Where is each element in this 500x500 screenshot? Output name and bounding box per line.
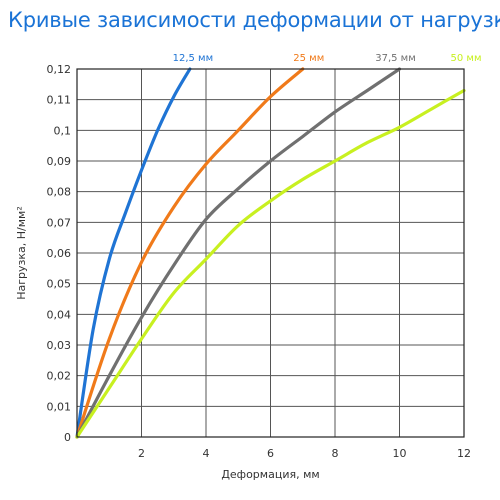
plot-frame xyxy=(76,68,465,438)
y-tick-label: 0,01 xyxy=(47,400,72,413)
y-tick-label: 0,07 xyxy=(47,216,72,229)
series-line xyxy=(75,67,192,439)
y-tick-label: 0,09 xyxy=(47,155,72,168)
x-tick-label: 8 xyxy=(332,447,339,460)
series-line xyxy=(75,88,466,439)
x-axis-label: Деформация, мм xyxy=(221,468,319,481)
y-tick-labels: 0 0,01 0,02 0,03 0,04 0,05 0,06 0,07 0,08 0,09 0,1… xyxy=(47,63,72,444)
y-tick-label: 0,05 xyxy=(47,278,72,291)
grid xyxy=(77,69,464,437)
x-tick-label: 12 xyxy=(457,447,471,460)
series-label: 50 мм xyxy=(451,53,482,64)
series-label: 12,5 мм xyxy=(173,53,214,64)
y-tick-label: 0,04 xyxy=(47,308,72,321)
x-tick-label: 4 xyxy=(203,447,210,460)
x-tick-labels: 2 4 6 8 10 12 xyxy=(138,447,471,460)
y-tick-label: 0,02 xyxy=(47,370,72,383)
chart-title: Кривые зависимости деформации от нагрузк… xyxy=(8,8,500,32)
x-tick-label: 10 xyxy=(393,447,407,460)
series-labels: 12,5 мм 25 мм 37,5 мм 50 мм xyxy=(173,53,482,64)
y-tick-label: 0,1 xyxy=(54,124,72,137)
series-label: 37,5 мм xyxy=(375,53,416,64)
y-tick-label: 0,06 xyxy=(47,247,72,260)
y-tick-label: 0,08 xyxy=(47,186,72,199)
x-tick-label: 6 xyxy=(267,447,274,460)
y-tick-label: 0,12 xyxy=(47,63,72,76)
series-line xyxy=(75,67,402,439)
y-axis-label: Нагрузка, Н/мм² xyxy=(15,206,28,300)
series-line xyxy=(75,67,305,439)
y-tick-label: 0,03 xyxy=(47,339,72,352)
series-label: 25 мм xyxy=(293,53,324,64)
y-tick-label: 0,11 xyxy=(47,94,72,107)
x-tick-label: 2 xyxy=(138,447,145,460)
y-tick-label: 0 xyxy=(64,431,71,444)
series-lines xyxy=(75,67,466,439)
